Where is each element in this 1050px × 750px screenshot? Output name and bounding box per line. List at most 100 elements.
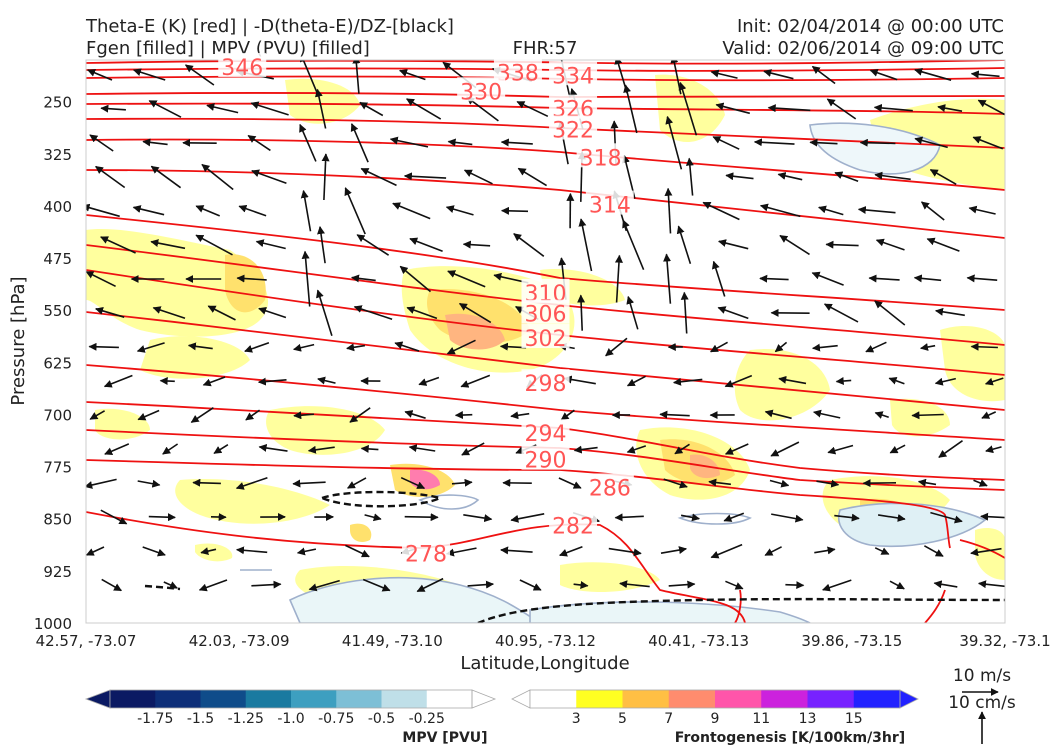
wind-vector-40	[299, 123, 317, 162]
wind-vector-14	[811, 65, 836, 85]
wind-vector-113	[447, 270, 486, 288]
wind-vector-97	[513, 233, 545, 257]
wind-vector-170	[673, 377, 703, 386]
wind-vector-174	[888, 376, 905, 385]
wind-vector-56	[201, 163, 234, 191]
wind-vector-141	[88, 342, 119, 351]
mpv-colorbar-extend-low	[84, 689, 111, 709]
mpv-colorbar-swatch-3	[245, 690, 292, 708]
wind-vector-104	[875, 238, 905, 251]
wind-vector-133	[577, 294, 586, 331]
wind-vector-184	[454, 411, 473, 420]
mpv-colorbar-swatch-0	[110, 690, 156, 708]
wind-vector-196	[162, 443, 179, 455]
wind-vector-0	[87, 69, 113, 81]
wind-vector-173	[835, 377, 852, 386]
wind-vector-237	[404, 513, 439, 522]
wind-vector-283	[933, 580, 958, 589]
wind-vector-68	[834, 171, 859, 183]
wind-vector-284	[978, 580, 1005, 589]
mpv-colorbar-swatch-2	[200, 690, 247, 708]
wind-vector-102	[779, 234, 810, 256]
theta-e-label-bg-8	[521, 278, 570, 303]
wind-vector-168	[563, 375, 596, 385]
wind-vector-181	[293, 411, 314, 420]
theta-e-label-3: 330	[460, 80, 502, 105]
mpv-colorbar-swatch-4	[291, 690, 337, 708]
theta-e-label-bg-14	[585, 473, 634, 498]
wind-vector-39	[247, 134, 271, 152]
wind-vector-144	[244, 342, 270, 353]
wind-vector-268	[163, 581, 178, 589]
wind-vector-244	[771, 513, 804, 523]
wind-vector-169	[626, 375, 646, 387]
wind-vector-214	[137, 479, 161, 488]
wind-vector-135	[680, 291, 689, 334]
wind-vector-260	[660, 546, 687, 554]
wind-vector-58	[321, 153, 330, 201]
wind-vector-62	[517, 167, 548, 187]
wind-vector-202	[461, 442, 485, 456]
mpv-colorbar-tick-2: -1.25	[228, 711, 264, 727]
wind-vector-230	[973, 479, 988, 487]
wind-vector-241	[614, 513, 644, 522]
x-tick-label-3: 40.95, -73.12	[495, 632, 596, 650]
wind-vector-129	[353, 305, 393, 321]
fgen-colorbar-tick-4: 11	[752, 711, 770, 727]
wind-vector-151	[605, 337, 628, 357]
wind-vector-185	[510, 411, 530, 420]
fgen-colorbar-tick-2: 7	[664, 711, 673, 727]
wind-vector-53	[972, 136, 1004, 150]
wind-vector-143	[187, 342, 213, 351]
wind-vector-59	[360, 167, 397, 187]
mpv-colorbar-label: MPV [PVU]	[402, 730, 487, 746]
wind-vector-106	[86, 270, 116, 288]
wind-vector-206	[674, 443, 690, 455]
fgen-colorbar-swatch-7	[853, 690, 901, 708]
mpv-colorbar-swatch-7	[426, 690, 473, 708]
wind-vector-23	[359, 101, 384, 117]
wind-vector-245	[834, 513, 860, 522]
wind-vector-28	[623, 84, 638, 134]
wind-vector-29	[678, 81, 698, 136]
x-axis: 42.57, -73.07 42.03, -73.09 41.49, -73.10 4…	[36, 632, 1050, 650]
wind-vector-90	[150, 239, 186, 250]
theta-e-label-bg-2	[549, 61, 598, 86]
wind-vector-265	[924, 545, 944, 557]
wind-vector-277	[619, 580, 650, 589]
x-tick-label-5: 39.86, -73.15	[801, 632, 902, 650]
wind-vector-158	[970, 342, 998, 351]
wind-vector-155	[812, 343, 838, 352]
wind-vector-154	[774, 341, 788, 353]
theta-e-label-5: 322	[552, 119, 594, 144]
wind-vector-13	[763, 69, 794, 80]
y-tick-label-3: 475	[43, 250, 72, 268]
wind-vector-134	[626, 295, 639, 330]
wind-vector-239	[510, 513, 545, 523]
wind-vector-218	[347, 477, 367, 489]
wind-vector-5	[352, 60, 361, 94]
chart-title-line2: Fgen [filled] | MPV (PVU) [filled]	[86, 38, 370, 59]
wind-vector-193	[911, 411, 944, 420]
wind-vector-1	[132, 68, 166, 81]
x-tick-label-0: 42.57, -73.07	[36, 632, 137, 650]
wind-vector-269	[198, 579, 228, 592]
y-tick-label-4: 550	[43, 302, 72, 320]
wind-vector-124	[95, 307, 125, 318]
plot-border	[85, 59, 1006, 624]
wind-vector-146	[346, 343, 366, 352]
wind-vector-21	[250, 101, 289, 116]
x-tick-label-2: 41.49, -73.10	[342, 632, 443, 650]
wind-vector-250	[142, 546, 166, 557]
wind-vector-54	[95, 165, 126, 189]
wind-vector-148	[446, 339, 476, 355]
valid-time: Valid: 02/06/2014 @ 09:00 UTC	[722, 38, 1004, 59]
wind-vector-215	[192, 478, 221, 487]
forecast-hour: FHR:57	[513, 38, 578, 59]
x-axis-label: Latitude,Longitude	[460, 653, 629, 674]
wind-vector-20	[206, 103, 239, 114]
wind-vector-126	[207, 305, 236, 321]
theta-e-label-bg-1	[493, 58, 542, 83]
theta-e-label-bg-3	[457, 77, 506, 102]
